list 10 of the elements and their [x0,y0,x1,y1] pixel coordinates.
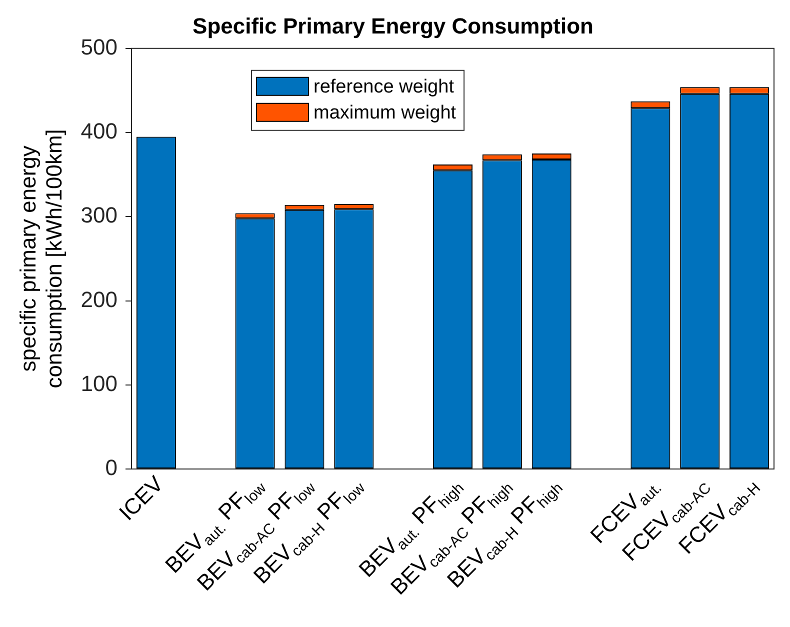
y-tick-label: 0 [105,455,118,480]
legend-label: maximum weight [314,102,457,124]
y-tick-label: 300 [80,202,118,228]
legend-label: reference weight [314,76,455,98]
chart-title: Specific Primary Energy Consumption [192,13,594,38]
y-tick-label: 100 [80,370,118,396]
y-tick-label: 400 [80,118,118,144]
y-axis-title: specific primary energy consumption [kWh/100km] [15,129,67,388]
y-tick-label: 200 [80,286,118,312]
y-tick-label: 500 [80,34,118,60]
